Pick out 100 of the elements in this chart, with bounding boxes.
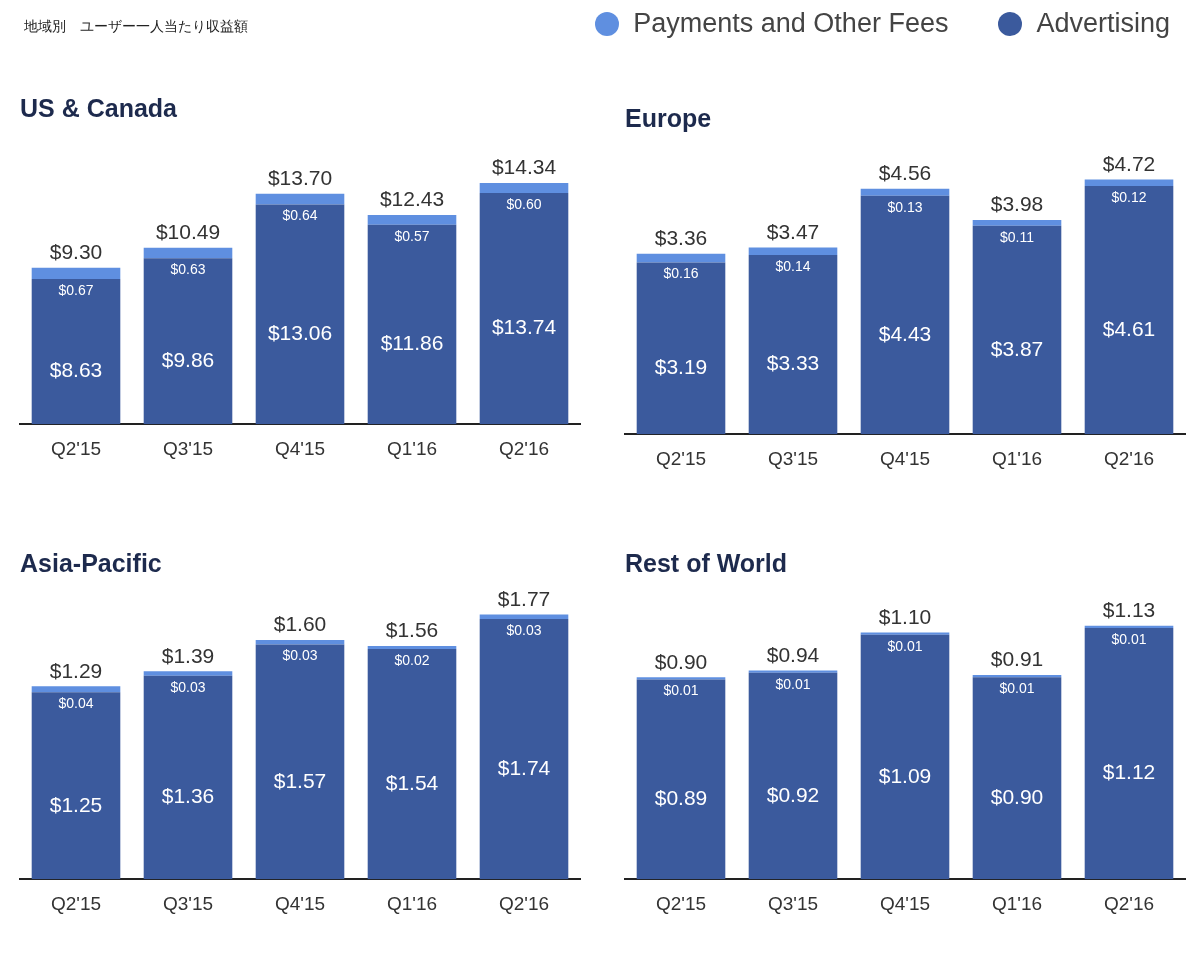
bar [1084, 186, 1174, 435]
data-label: $0.67 [58, 281, 94, 298]
bar [255, 644, 345, 880]
data-label: $0.92 [766, 782, 820, 806]
bar [972, 225, 1062, 435]
total-label: $12.43 [379, 187, 445, 211]
total-label: $14.34 [491, 155, 557, 179]
data-label: $11.86 [380, 331, 444, 355]
bar [748, 247, 838, 255]
bar [748, 672, 838, 880]
data-label: $0.01 [775, 675, 811, 692]
data-label: $1.09 [878, 763, 932, 787]
total-label: $1.56 [385, 618, 439, 642]
x-tick-label: Q1'16 [991, 892, 1043, 914]
x-tick-label: Q4'15 [879, 447, 931, 469]
total-label: $0.91 [990, 647, 1044, 671]
bar [972, 219, 1062, 226]
total-label: $4.56 [878, 160, 932, 184]
total-label: $3.47 [766, 219, 820, 243]
bar [31, 279, 121, 425]
bar [636, 253, 726, 263]
bar [143, 675, 233, 880]
data-label: $0.01 [1111, 630, 1147, 647]
x-tick-label: Q1'16 [386, 437, 438, 459]
bar [636, 677, 726, 680]
data-label: $1.57 [273, 768, 327, 792]
bar [31, 686, 121, 693]
chart-title: US & Canada [20, 93, 179, 122]
bar [367, 215, 457, 225]
data-label: $0.11 [1000, 228, 1035, 245]
text: 地域別 ユーザー一人当たり収益額 [24, 18, 248, 34]
bar [636, 679, 726, 880]
legend-label: Payments and Other Fees [633, 8, 949, 39]
data-label: $0.64 [282, 207, 318, 224]
x-tick-label: Q2'15 [655, 447, 707, 469]
x-tick-label: Q4'15 [274, 892, 326, 914]
bar [143, 247, 233, 259]
data-label: $0.90 [990, 785, 1044, 809]
bar [860, 195, 950, 435]
x-tick-label: Q3'15 [162, 437, 214, 459]
data-label: $3.19 [654, 355, 708, 379]
bar [860, 632, 950, 635]
total-label: $1.77 [497, 586, 551, 610]
bar [1084, 627, 1174, 880]
data-label: $13.06 [267, 321, 333, 345]
x-tick-label: Q2'15 [50, 892, 102, 914]
bar [31, 692, 121, 880]
bar [367, 224, 457, 425]
legend-label: Advertising [1036, 8, 1170, 39]
chart-title: Rest of World [625, 548, 788, 577]
data-label: $0.02 [394, 651, 430, 668]
bar [860, 188, 950, 196]
total-label: $9.30 [49, 240, 103, 264]
data-label: $0.01 [887, 637, 923, 654]
total-label: $0.94 [766, 642, 820, 666]
bar [479, 618, 569, 880]
data-label: $0.03 [170, 678, 206, 695]
x-tick-label: Q2'16 [1103, 892, 1155, 914]
data-label: $1.36 [161, 784, 215, 808]
data-label: $0.03 [506, 621, 542, 638]
data-label: $0.63 [170, 261, 206, 278]
bar [1084, 179, 1174, 186]
data-label: $0.01 [999, 680, 1035, 697]
bar [860, 634, 950, 880]
data-label: $1.25 [49, 792, 103, 816]
data-label: $0.89 [654, 786, 708, 810]
total-label: $4.72 [1102, 151, 1156, 175]
bar [143, 671, 233, 676]
total-label: $3.98 [990, 192, 1044, 216]
data-label: $9.86 [161, 348, 215, 372]
bar [636, 262, 726, 435]
chart-title: Europe [625, 103, 712, 132]
bar [479, 193, 569, 425]
total-label: $1.10 [878, 604, 932, 628]
data-label: $1.54 [385, 770, 439, 794]
x-tick-label: Q2'16 [498, 437, 550, 459]
total-label: $1.29 [49, 658, 103, 682]
x-tick-label: Q1'16 [991, 447, 1043, 469]
data-label: $4.43 [878, 321, 932, 345]
data-label: $3.33 [766, 351, 820, 375]
data-label: $0.14 [775, 257, 811, 274]
x-tick-label: Q4'15 [879, 892, 931, 914]
bar [143, 258, 233, 425]
total-label: $10.49 [155, 220, 221, 243]
bar [479, 182, 569, 194]
bar [479, 614, 569, 619]
bar [367, 648, 457, 880]
total-label: $1.60 [273, 612, 327, 636]
total-label: $1.39 [161, 643, 215, 667]
data-label: $0.01 [663, 682, 699, 699]
data-label: $0.16 [663, 265, 699, 282]
data-label: $13.74 [491, 315, 557, 339]
x-tick-label: Q2'15 [655, 892, 707, 914]
bar [972, 677, 1062, 880]
data-label: $8.63 [49, 358, 103, 382]
data-label: $4.61 [1102, 316, 1156, 340]
total-label: $13.70 [267, 165, 333, 189]
x-tick-label: Q3'15 [767, 447, 819, 469]
data-label: $1.74 [497, 755, 551, 779]
data-label: $0.13 [887, 198, 923, 215]
